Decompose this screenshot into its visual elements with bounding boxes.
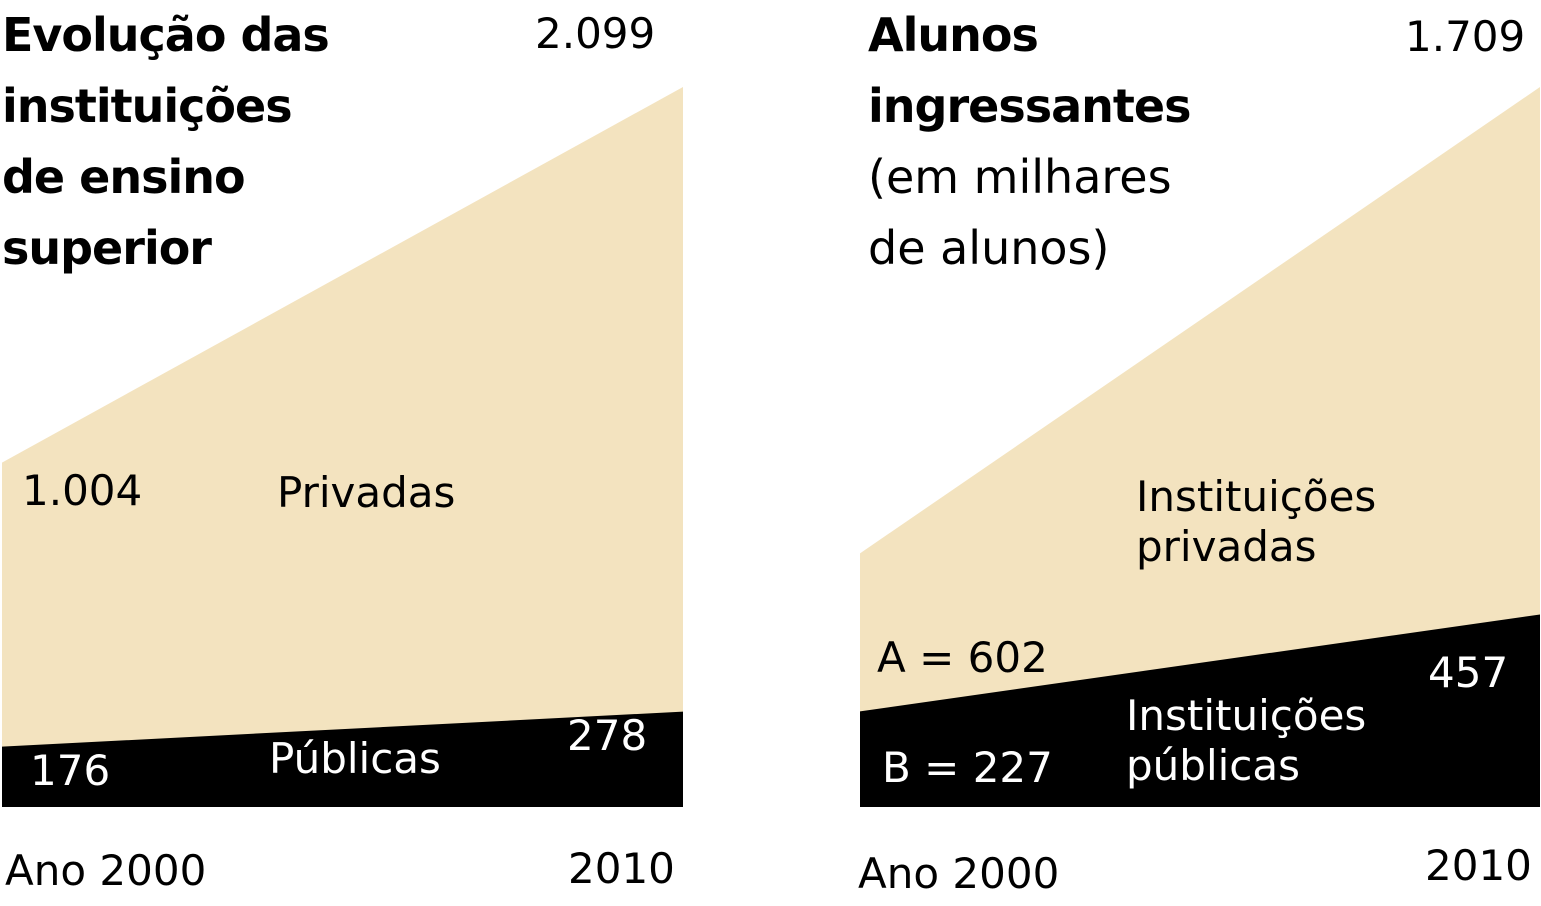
area bbox=[2, 711, 683, 807]
area bbox=[860, 614, 1540, 807]
value-label: B = 227 bbox=[882, 743, 1053, 792]
chart-subtitle: (em milhares de alunos) bbox=[868, 150, 1172, 275]
area bbox=[860, 87, 1540, 807]
value-label: 2.099 bbox=[535, 9, 656, 58]
series-label: Instituições públicas bbox=[1126, 691, 1367, 790]
area bbox=[2, 87, 683, 807]
x-label: Ano 2000 bbox=[5, 846, 207, 895]
x-label: 2010 bbox=[568, 844, 675, 893]
value-label: 278 bbox=[567, 711, 648, 760]
value-label: 457 bbox=[1428, 648, 1509, 697]
x-label: 2010 bbox=[1425, 841, 1532, 890]
series-label: Instituições privadas bbox=[1136, 472, 1377, 571]
value-label: 1.004 bbox=[22, 466, 143, 515]
value-label: 1.709 bbox=[1405, 12, 1526, 61]
value-label: 176 bbox=[30, 746, 111, 795]
chart-title: Evolução das instituições de ensino supe… bbox=[2, 8, 330, 275]
series-label: Públicas bbox=[269, 734, 441, 783]
chart-title: Alunos ingressantes bbox=[868, 8, 1191, 133]
x-label: Ano 2000 bbox=[858, 849, 1060, 898]
value-label: A = 602 bbox=[877, 633, 1048, 682]
series-label: Privadas bbox=[277, 468, 456, 517]
